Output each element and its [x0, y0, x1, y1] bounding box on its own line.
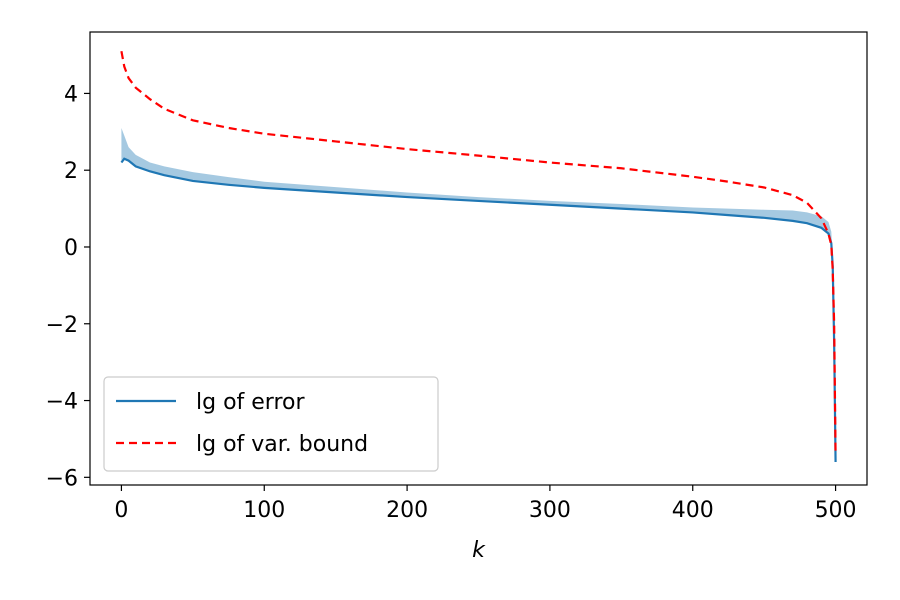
series-line-lg-of-var-bound: [120, 50, 837, 455]
legend-label-lg-of-error: lg of error: [196, 390, 305, 415]
legend-label-lg-of-var-bound: lg of var. bound: [196, 432, 368, 457]
y-tick-label: −2: [46, 313, 78, 338]
legend-frame: [103, 376, 439, 472]
legend: lg of error lg of var. bound: [103, 376, 439, 472]
y-tick-label: 4: [64, 82, 78, 107]
x-tick-label: 200: [386, 498, 428, 523]
x-tick-label: 300: [529, 498, 571, 523]
x-axis-label: k: [472, 538, 486, 563]
y-axis: −6 −4 −2 0 2 4: [46, 82, 90, 491]
plot-area: [120, 50, 837, 462]
x-tick-label: 500: [815, 498, 857, 523]
y-tick-label: 0: [64, 236, 78, 261]
y-tick-label: −6: [46, 466, 78, 491]
y-tick-label: 2: [64, 159, 78, 184]
x-tick-label: 400: [672, 498, 714, 523]
x-tick-label: 0: [114, 498, 128, 523]
x-tick-label: 100: [243, 498, 285, 523]
series-line-lg-of-error: [120, 157, 837, 462]
y-tick-label: −4: [46, 390, 78, 415]
x-axis: 0 100 200 300 400 500: [114, 485, 857, 523]
plot-frame: [89, 31, 868, 486]
